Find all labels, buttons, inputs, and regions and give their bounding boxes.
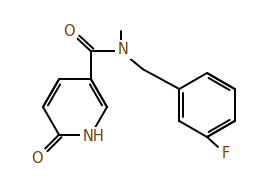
Text: O: O: [63, 24, 75, 39]
Text: F: F: [222, 146, 230, 161]
Text: N: N: [118, 42, 129, 57]
Text: NH: NH: [82, 129, 104, 144]
Text: O: O: [31, 151, 43, 166]
